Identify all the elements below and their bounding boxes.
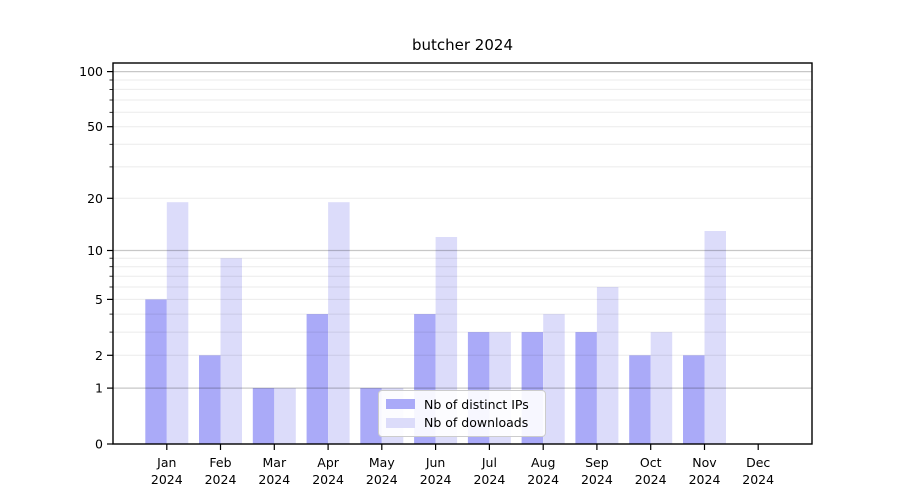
x-tick-label: Aug 2024 [527, 455, 559, 487]
bar-downloads [596, 287, 619, 444]
x-tick-label: Apr 2024 [312, 455, 344, 487]
legend-swatch-distinct-ips [386, 399, 415, 410]
x-tick-label: Sep 2024 [581, 455, 613, 487]
bar-distinct-ips [629, 355, 651, 444]
x-tick-label: Oct 2024 [635, 455, 667, 487]
x-tick-label: Jan 2024 [151, 455, 183, 487]
bar-downloads [274, 388, 296, 444]
legend: Nb of distinct IPs Nb of downloads [378, 390, 546, 437]
bar-distinct-ips [575, 332, 597, 444]
y-tick-label: 100 [79, 64, 103, 79]
y-tick-label: 2 [95, 348, 103, 363]
x-tick-label: Jul 2024 [473, 455, 505, 487]
x-tick-label: Nov 2024 [689, 455, 721, 487]
bar-distinct-ips [199, 355, 221, 444]
bar-downloads [220, 258, 242, 444]
plot-border [112, 62, 813, 445]
y-tick-label: 5 [95, 292, 103, 307]
bar-distinct-ips [306, 314, 329, 444]
x-tick-label: Mar 2024 [258, 455, 290, 487]
bar-distinct-ips [145, 299, 167, 444]
y-tick-label: 0 [95, 437, 103, 452]
y-tick-label: 50 [87, 119, 103, 134]
legend-row-downloads: Nb of downloads [386, 415, 537, 430]
bar-distinct-ips [252, 388, 275, 444]
x-tick-label: Jun 2024 [420, 455, 452, 487]
x-tick-label: May 2024 [366, 455, 398, 487]
x-tick-label: Dec 2024 [742, 455, 774, 487]
bar-downloads [166, 202, 189, 444]
bar-downloads [328, 202, 350, 444]
x-tick-label: Feb 2024 [205, 455, 237, 487]
chart-title: butcher 2024 [411, 36, 513, 54]
legend-swatch-downloads [386, 417, 415, 428]
bar-distinct-ips [683, 355, 705, 444]
legend-label-distinct-ips: Nb of distinct IPs [424, 396, 529, 412]
bar-downloads [704, 231, 726, 444]
bar-downloads [650, 332, 673, 444]
legend-label-downloads: Nb of downloads [424, 415, 529, 431]
legend-row-distinct-ips: Nb of distinct IPs [386, 397, 537, 412]
bar-distinct-ips [360, 388, 382, 444]
bar-downloads [543, 314, 565, 444]
y-tick-label: 20 [87, 191, 103, 206]
y-tick-label: 10 [87, 243, 103, 258]
y-tick-label: 1 [95, 381, 103, 396]
